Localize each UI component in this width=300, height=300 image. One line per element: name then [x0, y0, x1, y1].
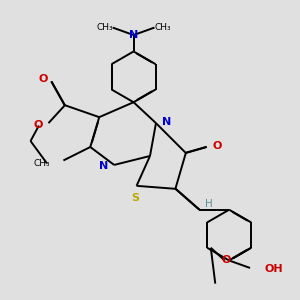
- Text: H: H: [205, 199, 213, 209]
- Text: N: N: [129, 30, 138, 40]
- Text: S: S: [131, 194, 139, 203]
- Text: O: O: [221, 255, 230, 265]
- Text: O: O: [38, 74, 48, 84]
- Text: N: N: [99, 161, 108, 171]
- Text: N: N: [162, 117, 171, 127]
- Text: OH: OH: [265, 263, 283, 274]
- Text: CH₃: CH₃: [154, 23, 171, 32]
- Text: CH₃: CH₃: [96, 23, 113, 32]
- Text: CH₃: CH₃: [33, 159, 50, 168]
- Text: O: O: [34, 120, 43, 130]
- Text: O: O: [212, 140, 222, 151]
